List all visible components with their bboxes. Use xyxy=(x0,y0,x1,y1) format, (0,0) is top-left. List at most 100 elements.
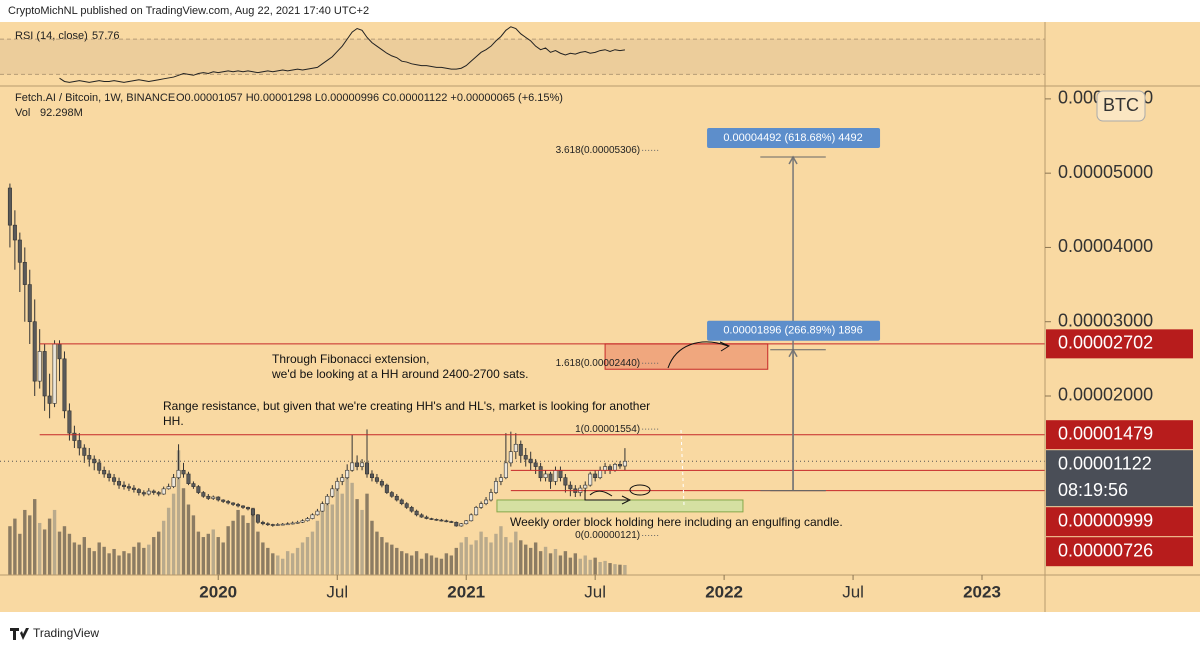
candle-body xyxy=(102,469,107,475)
volume-bar xyxy=(484,537,488,575)
candle-body xyxy=(171,477,176,487)
candle-body xyxy=(394,495,399,501)
volume-bar xyxy=(385,542,389,575)
volume-bar xyxy=(543,546,548,575)
candle-body xyxy=(265,523,270,526)
volume-bar xyxy=(340,493,344,575)
candle-body xyxy=(151,490,156,493)
rsi-line xyxy=(59,26,625,83)
volume-bar xyxy=(533,542,538,575)
volume-bar xyxy=(112,548,116,575)
candle-body xyxy=(583,484,588,489)
candle-body xyxy=(241,505,246,508)
volume-bar xyxy=(395,547,399,575)
candle-body xyxy=(617,464,622,467)
candle-body xyxy=(553,469,558,482)
volume-bar xyxy=(618,564,622,575)
volume-bar xyxy=(365,493,369,575)
candle-body xyxy=(62,358,67,412)
volume-bar xyxy=(588,559,592,575)
fib-label: 1(0.00001554) xyxy=(575,424,640,435)
volume-bar xyxy=(127,553,131,575)
candle-body xyxy=(454,521,459,527)
candle-body xyxy=(568,484,573,490)
volume-bar xyxy=(489,542,493,575)
candle-body xyxy=(603,466,608,471)
zone xyxy=(496,499,744,513)
brand: TradingView xyxy=(33,626,99,640)
volume-bar xyxy=(459,542,463,575)
x-tick-label: Jul xyxy=(584,582,606,601)
y-tick-label: 0.00005000 xyxy=(1058,162,1153,182)
volume-bar xyxy=(424,553,429,575)
volume-bar xyxy=(330,504,334,575)
volume-bar xyxy=(226,526,230,575)
candle-body xyxy=(82,447,87,456)
candle-body xyxy=(414,510,419,516)
volume-bar xyxy=(449,555,454,575)
volume-bar xyxy=(271,553,275,575)
candle-body xyxy=(7,187,12,226)
volume-label: Vol xyxy=(15,107,30,119)
candle-body xyxy=(112,477,117,482)
candle-body xyxy=(92,458,97,464)
volume-bar xyxy=(18,533,22,575)
symbol-title: Fetch.AI / Bitcoin, 1W, BINANCE xyxy=(15,92,175,104)
drawings xyxy=(0,149,1045,537)
volume-bar xyxy=(404,553,409,575)
volume-bar xyxy=(414,551,419,575)
volume-bar xyxy=(181,488,186,575)
candle-body xyxy=(17,239,22,263)
volume-bar xyxy=(538,551,543,575)
candle-body xyxy=(77,440,82,449)
candle-body xyxy=(27,284,32,323)
candle-body xyxy=(439,519,444,522)
volume-bar xyxy=(504,537,508,575)
volume-bar xyxy=(211,529,215,575)
candle-body xyxy=(528,458,533,464)
volume-bar xyxy=(77,544,82,575)
candle-body xyxy=(622,460,627,467)
candle-body xyxy=(107,473,112,478)
x-tick-label: Jul xyxy=(842,582,864,601)
candle-body xyxy=(121,484,126,487)
volume-bar xyxy=(62,526,67,575)
volume-bar xyxy=(419,558,424,575)
candle-body xyxy=(47,395,52,404)
volume-bar xyxy=(514,531,518,575)
candle-body xyxy=(340,477,345,482)
candle-body xyxy=(117,481,122,486)
hand-curve xyxy=(589,490,613,497)
fib-label: 1.618(0.00002440) xyxy=(556,358,641,369)
candle-body xyxy=(469,514,474,522)
currency-box[interactable] xyxy=(1096,90,1146,122)
candle-body xyxy=(608,466,613,471)
volume-bar xyxy=(52,509,57,575)
candle-body xyxy=(424,516,429,519)
candle-body xyxy=(245,507,250,510)
note-line: we'd be looking at a HH around 2400-2700… xyxy=(271,367,528,381)
rsi-pane xyxy=(0,26,1045,83)
candle-body xyxy=(498,477,503,482)
volume-bar xyxy=(370,520,374,575)
volume-bar xyxy=(67,533,72,575)
candle-body xyxy=(360,462,365,467)
hand-arrow-head xyxy=(719,341,731,352)
candle-body xyxy=(126,486,131,489)
x-tick-label: 2022 xyxy=(705,582,743,601)
footer-bar xyxy=(0,612,1200,649)
candle-body xyxy=(12,224,17,241)
volume-bar xyxy=(161,520,166,575)
volume-bar xyxy=(37,522,42,575)
volume-bar xyxy=(142,547,146,575)
volume-bar xyxy=(603,560,607,575)
hand-line xyxy=(584,490,628,501)
header-bar xyxy=(0,0,1200,22)
candle-body xyxy=(548,473,553,482)
volume-bar xyxy=(8,526,12,575)
countdown: 08:19:56 xyxy=(1058,480,1128,500)
volume-bar xyxy=(236,509,240,575)
price-label-box xyxy=(1046,537,1193,567)
candle-body xyxy=(513,443,518,453)
